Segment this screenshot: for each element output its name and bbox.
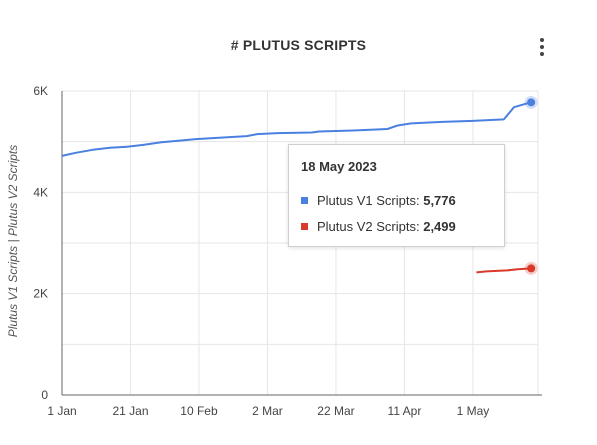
y-tick-label: 0 — [41, 388, 48, 402]
tooltip-date: 18 May 2023 — [301, 159, 377, 174]
menu-dot — [540, 52, 544, 56]
chart-title: # PLUTUS SCRIPTS — [230, 37, 367, 53]
x-tick-label: 1 May — [457, 404, 490, 418]
y-tick-label: 6K — [33, 84, 48, 98]
data-point-v2 — [527, 264, 536, 273]
y-tick-label: 4K — [33, 185, 48, 199]
x-tick-label: 2 Mar — [252, 404, 283, 418]
data-point-v1 — [527, 98, 536, 107]
series-swatch-v1 — [301, 197, 308, 204]
more-options-icon[interactable] — [536, 38, 548, 56]
x-tick-label: 10 Feb — [180, 404, 218, 418]
tooltip-label-v2: Plutus V2 Scripts: — [317, 219, 424, 234]
y-axis-title: Plutus V1 Scripts | Plutus V2 Scripts — [6, 145, 20, 338]
menu-dot — [540, 38, 544, 42]
series-line-v2 — [476, 267, 532, 274]
x-tick-label: 1 Jan — [47, 404, 76, 418]
tooltip-row-v2: Plutus V2 Scripts: 2,499 — [301, 219, 456, 234]
x-tick-label: 21 Jan — [112, 404, 148, 418]
tooltip-value-v2: 2,499 — [423, 219, 456, 234]
series-line-v1 — [61, 101, 532, 157]
series-swatch-v2 — [301, 223, 308, 230]
tooltip-row-v1: Plutus V1 Scripts: 5,776 — [301, 193, 456, 208]
y-tick-label: 2K — [33, 287, 48, 301]
tooltip-label-v1: Plutus V1 Scripts: — [317, 193, 424, 208]
menu-dot — [540, 45, 544, 49]
x-tick-label: 11 Apr — [388, 404, 422, 418]
tooltip-value-v1: 5,776 — [423, 193, 456, 208]
x-tick-label: 22 Mar — [317, 404, 354, 418]
data-tooltip: 18 May 2023 Plutus V1 Scripts: 5,776 Plu… — [288, 144, 505, 247]
